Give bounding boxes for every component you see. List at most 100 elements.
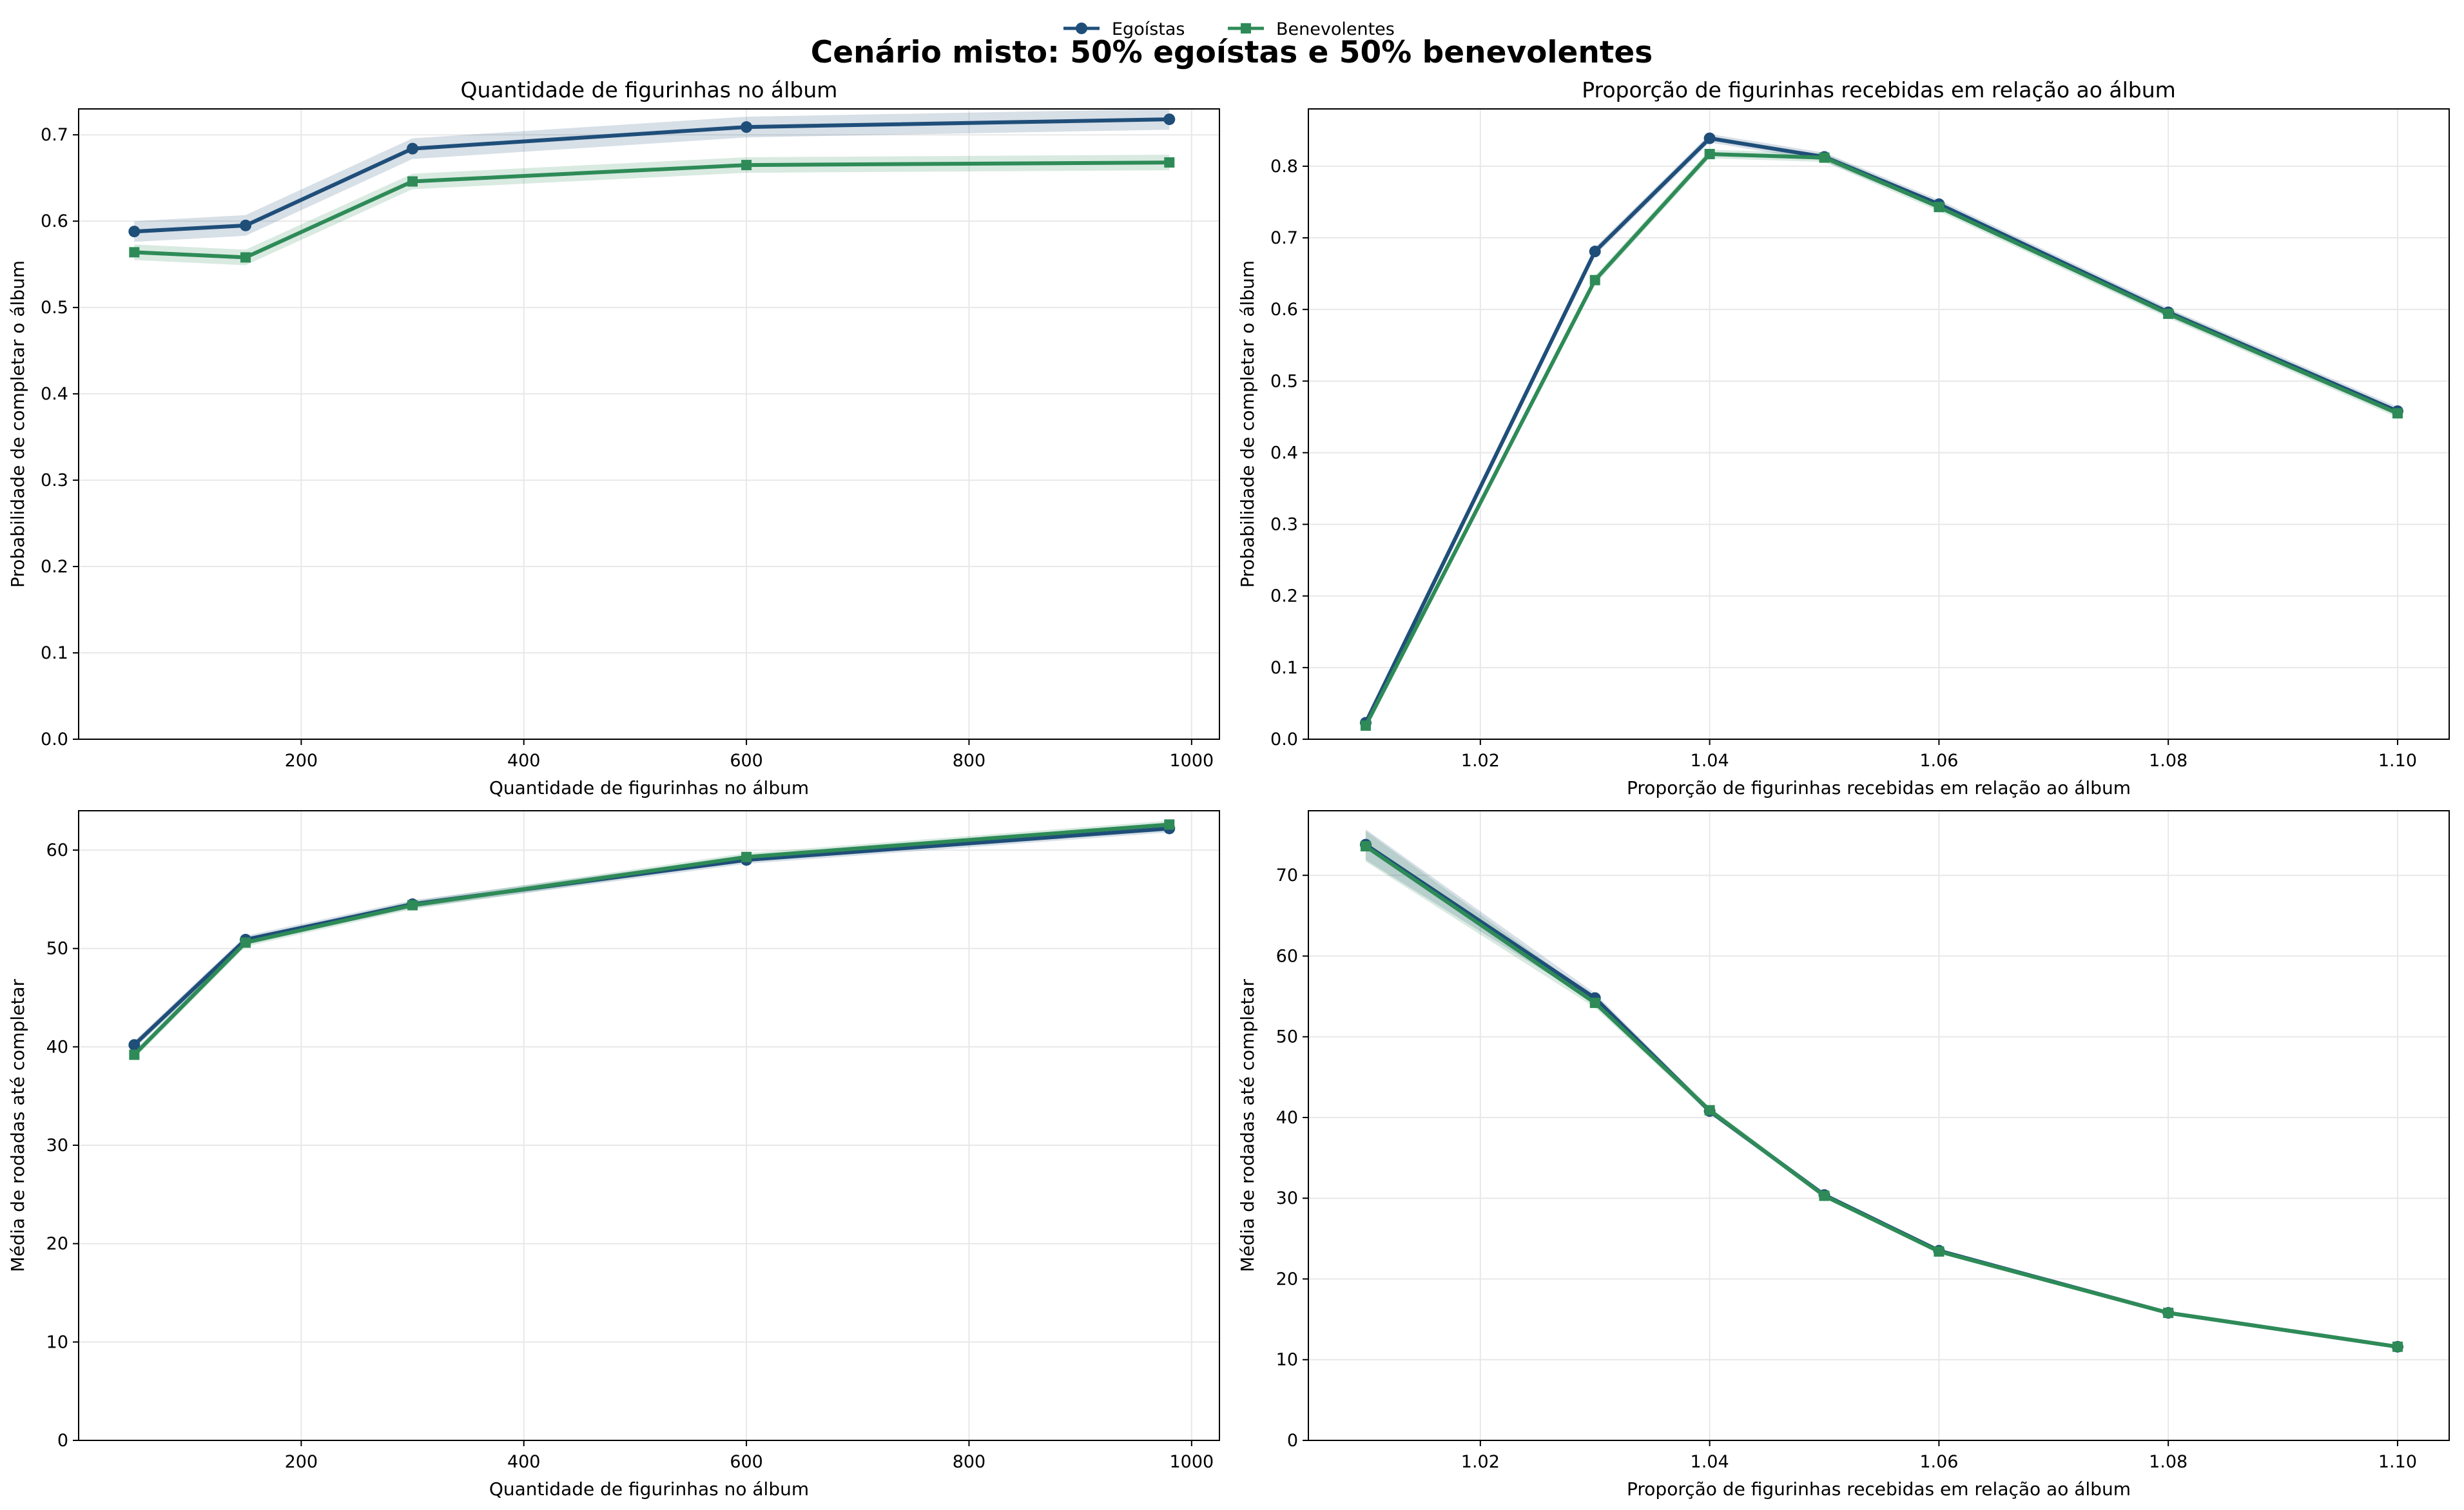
- legend-item-egoistas: Egoístas: [1063, 19, 1185, 39]
- y-tick-label: 0.5: [1270, 371, 1298, 391]
- y-axis-label: Probabilidade de completar o álbum: [1237, 260, 1258, 588]
- y-tick-label: 60: [46, 840, 68, 860]
- data-point: [407, 176, 418, 187]
- y-tick-label: 0.6: [41, 211, 68, 231]
- data-point: [741, 121, 753, 133]
- x-tick-label: 600: [730, 751, 763, 771]
- chart-panel-2: 1.02 1.04 1.06 1.08 1.10 0.0 0.1 0.2 0.3 0.4 0.5 0.…: [1237, 77, 2450, 799]
- data-point: [1819, 1190, 1830, 1201]
- data-point: [2392, 408, 2403, 419]
- data-point: [1589, 246, 1601, 258]
- x-tick-label: 1.06: [1919, 1452, 1958, 1472]
- panels: 200 400 600 800 10000.00.10.20.30.40.50.60.7…: [7, 77, 2450, 1500]
- data-point: [1164, 819, 1175, 830]
- y-tick-label: 0.1: [1270, 658, 1298, 678]
- x-axis-label: Quantidade de figurinhas no álbum: [489, 1478, 809, 1500]
- confidence-band: [134, 155, 1170, 266]
- x-tick-label: 400: [507, 1452, 541, 1472]
- data-point: [1164, 157, 1175, 168]
- data-point: [1934, 1246, 1945, 1257]
- data-point: [2163, 308, 2174, 319]
- legend-label: Benevolentes: [1276, 19, 1395, 39]
- data-point: [240, 252, 251, 263]
- y-axis-label: Probabilidade de completar o álbum: [7, 260, 28, 588]
- y-tick-label: 70: [1276, 866, 1298, 886]
- y-tick-label: 10: [46, 1332, 68, 1352]
- x-tick-label: 1.06: [1919, 751, 1958, 771]
- data-point: [128, 1039, 141, 1051]
- legend-marker-square: [1241, 23, 1251, 34]
- chart-panel-1: 200 400 600 800 1000 0.0 0.1 0.2 0.3 0.4 0.5 0.6 0.7…: [7, 77, 1220, 799]
- chart-panel-3: 200 400 600 800 1000 0 10 20 30 40 50 60 Quantidade …: [7, 810, 1220, 1500]
- x-tick-label: 1.10: [2378, 751, 2417, 771]
- data-point: [1704, 1105, 1715, 1116]
- y-tick-label: 0.8: [1270, 157, 1298, 177]
- data-point: [1360, 841, 1371, 852]
- data-point: [407, 900, 418, 911]
- y-axis-label: Média de rodadas até completar: [1237, 979, 1258, 1272]
- data-point: [240, 219, 252, 231]
- y-tick-label: 0.3: [41, 470, 68, 490]
- data-point: [1589, 275, 1600, 286]
- y-tick-label: 0.4: [1270, 443, 1298, 463]
- data-point: [741, 160, 752, 171]
- x-tick-label: 400: [507, 751, 541, 771]
- y-tick-label: 0.0: [41, 730, 68, 750]
- y-tick-label: 0.7: [1270, 228, 1298, 248]
- y-tick-label: 0.0: [1270, 730, 1298, 750]
- axes-frame: [1308, 810, 2450, 1441]
- y-tick-label: 50: [1276, 1027, 1298, 1047]
- x-tick-label: 1000: [1169, 1452, 1214, 1472]
- y-tick-label: 30: [1276, 1188, 1298, 1208]
- y-tick-label: 20: [1276, 1269, 1298, 1289]
- x-tick-label: 200: [285, 1452, 318, 1472]
- y-tick-label: 0.7: [41, 125, 68, 145]
- x-tick-label: 1.08: [2149, 1452, 2188, 1472]
- confidence-band: [134, 820, 1170, 1059]
- data-point: [129, 247, 140, 258]
- data-point: [2392, 1341, 2403, 1352]
- x-tick-label: 800: [953, 751, 986, 771]
- x-tick-label: 600: [730, 1452, 763, 1472]
- y-tick-label: 0.1: [41, 643, 68, 663]
- x-axis-label: Quantidade de figurinhas no álbum: [489, 777, 809, 799]
- x-axis-label: Proporção de figurinhas recebidas em rel…: [1627, 1478, 2131, 1500]
- x-tick-label: 1.04: [1691, 751, 1729, 771]
- data-point: [240, 937, 251, 948]
- panel-title: Proporção de figurinhas recebidas em rel…: [1582, 77, 2176, 102]
- axes-frame: [78, 108, 1220, 740]
- data-point: [129, 1049, 140, 1060]
- y-tick-label: 0.2: [41, 557, 68, 577]
- data-point: [741, 851, 752, 862]
- x-tick-label: 1.04: [1691, 1452, 1729, 1472]
- data-point: [1934, 202, 1945, 213]
- x-tick-label: 1.10: [2378, 1452, 2417, 1472]
- y-tick-label: 40: [1276, 1108, 1298, 1128]
- data-point: [407, 142, 419, 155]
- legend-label: Egoístas: [1112, 19, 1185, 39]
- panel-title: Quantidade de figurinhas no álbum: [461, 77, 838, 102]
- data-point: [1163, 113, 1176, 126]
- legend-marker-circle: [1076, 23, 1087, 34]
- data-point: [1704, 149, 1715, 160]
- y-tick-label: 0.4: [41, 384, 68, 404]
- x-axis-label: Proporção de figurinhas recebidas em rel…: [1627, 777, 2131, 799]
- y-tick-label: 50: [46, 939, 68, 959]
- axes-frame: [78, 810, 1220, 1441]
- y-tick-label: 0.5: [41, 298, 68, 318]
- axes-frame: [1308, 108, 2450, 740]
- x-tick-label: 200: [285, 751, 318, 771]
- legend-item-benevolentes: Benevolentes: [1228, 19, 1395, 39]
- legend: Egoístas Benevolentes: [1063, 19, 1395, 39]
- x-tick-label: 1000: [1169, 751, 1214, 771]
- y-tick-label: 0: [1287, 1431, 1298, 1451]
- y-tick-label: 10: [1276, 1350, 1298, 1370]
- data-point: [1589, 998, 1600, 1009]
- x-tick-label: 1.08: [2149, 751, 2188, 771]
- data-point: [128, 226, 141, 238]
- data-point: [1819, 152, 1830, 163]
- chart-panel-4: 1.02 1.04 1.06 1.08 1.10 0 10 20 30 40 50 60 70 Propo…: [1237, 810, 2450, 1500]
- y-tick-label: 30: [46, 1136, 68, 1156]
